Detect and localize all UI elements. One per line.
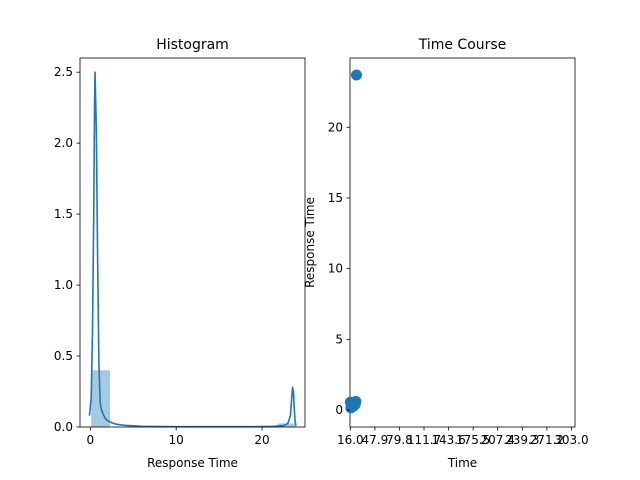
time-course-x-tick-label-2: 79.8 bbox=[386, 433, 413, 447]
time-course-y-tick-label-4: 20 bbox=[328, 120, 343, 134]
time-course-x-tick-label-0: 16.0 bbox=[337, 433, 364, 447]
histogram-x-tick-label-1: 10 bbox=[169, 433, 184, 447]
histogram-y-tick-label-0: 0.0 bbox=[54, 420, 73, 434]
histogram-x-ticks: 0 10 20 bbox=[86, 427, 270, 447]
histogram-bars bbox=[91, 370, 297, 427]
histogram-y-tick-label-4: 2.0 bbox=[54, 136, 73, 150]
histogram-y-tick-label-5: 2.5 bbox=[54, 65, 73, 79]
histogram-bar-1 bbox=[277, 423, 297, 427]
time-course-y-axis-label: Response Time bbox=[303, 197, 317, 288]
time-course-y-ticks: 0 5 10 15 20 bbox=[328, 120, 350, 417]
time-course-x-ticks: 16.047.979.8111.7143.6175.5207.4239.3271… bbox=[337, 427, 589, 447]
histogram-x-tick-label-0: 0 bbox=[86, 433, 94, 447]
time-course-y-tick-label-1: 5 bbox=[335, 332, 343, 346]
time-course-x-tick-label-1: 47.9 bbox=[362, 433, 389, 447]
time-course-axes-frame bbox=[349, 57, 576, 428]
time-course-point-9 bbox=[350, 396, 362, 408]
histogram-y-tick-label-3: 1.5 bbox=[54, 207, 73, 221]
time-course-x-tick-label-9: 303.0 bbox=[554, 433, 588, 447]
histogram-x-tick-label-2: 20 bbox=[254, 433, 269, 447]
histogram-panel: Histogram 0 10 20 0.0 0.5 1.0 1.5 2.0 2.5 Respo… bbox=[54, 37, 306, 470]
histogram-y-ticks: 0.0 0.5 1.0 1.5 2.0 2.5 bbox=[54, 65, 80, 434]
time-course-x-tick-label-6: 207.4 bbox=[481, 433, 515, 447]
time-course-y-tick-label-2: 10 bbox=[328, 262, 343, 276]
time-course-panel: Time Course 16.047.979.8111.7143.6175.52… bbox=[303, 37, 589, 470]
histogram-title: Histogram bbox=[156, 37, 229, 53]
time-course-x-tick-label-5: 175.5 bbox=[456, 433, 490, 447]
histogram-y-tick-label-2: 1.0 bbox=[54, 278, 73, 292]
time-course-x-tick-label-8: 271.2 bbox=[530, 433, 564, 447]
time-course-point-10 bbox=[350, 69, 362, 81]
histogram-axes-frame bbox=[79, 57, 306, 428]
time-course-title: Time Course bbox=[418, 37, 507, 53]
histogram-kde-line bbox=[88, 71, 297, 428]
histogram-y-tick-label-1: 0.5 bbox=[54, 349, 73, 363]
time-course-x-tick-label-7: 239.3 bbox=[505, 433, 539, 447]
histogram-x-axis-label: Response Time bbox=[147, 456, 238, 470]
time-course-x-axis-label: Time bbox=[447, 456, 477, 470]
time-course-x-tick-label-4: 143.6 bbox=[431, 433, 465, 447]
time-course-y-tick-label-3: 15 bbox=[328, 191, 343, 205]
time-course-x-tick-label-3: 111.7 bbox=[407, 433, 441, 447]
time-course-points bbox=[344, 69, 362, 414]
time-course-y-tick-label-0: 0 bbox=[335, 403, 343, 417]
